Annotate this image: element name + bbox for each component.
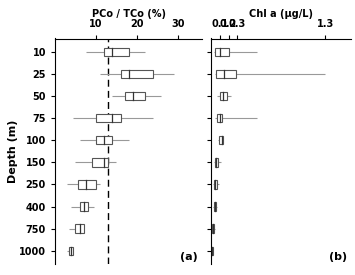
X-axis label: PCo / TCo (%): PCo / TCo (%) [92, 9, 166, 19]
Bar [121, 70, 153, 78]
Bar [104, 48, 129, 56]
Bar [219, 136, 223, 144]
Text: (a): (a) [180, 252, 198, 262]
Bar [80, 202, 88, 211]
Bar [215, 48, 229, 56]
Bar [212, 246, 213, 255]
Bar [76, 224, 84, 233]
Bar [77, 180, 96, 189]
Bar [214, 202, 216, 211]
Bar [214, 158, 218, 166]
Bar [96, 114, 121, 122]
Bar [214, 180, 217, 189]
Bar [96, 136, 112, 144]
Bar [216, 70, 236, 78]
Bar [217, 114, 223, 122]
Bar [220, 92, 227, 100]
Bar [125, 92, 145, 100]
Bar [92, 158, 108, 166]
Text: (b): (b) [329, 252, 347, 262]
Y-axis label: Depth (m): Depth (m) [7, 120, 18, 183]
Bar [69, 246, 73, 255]
X-axis label: Chl a (μg/L): Chl a (μg/L) [249, 9, 313, 19]
Bar [212, 224, 214, 233]
